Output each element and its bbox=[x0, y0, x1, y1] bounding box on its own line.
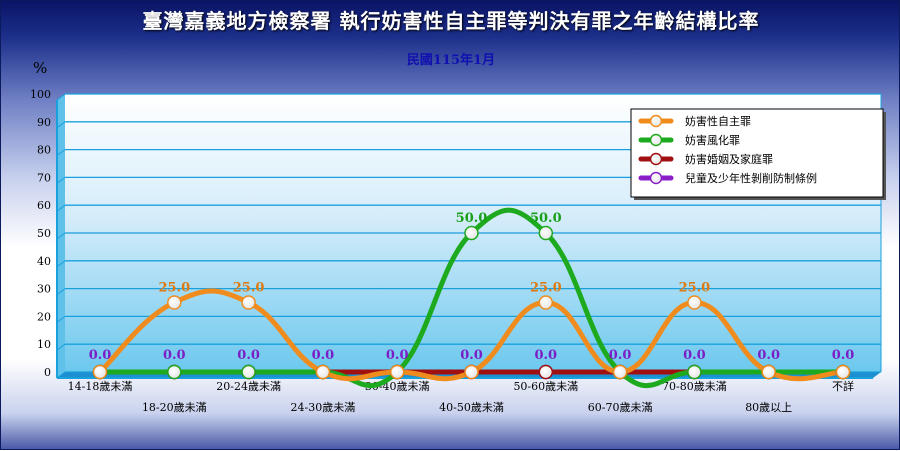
y-tick-label: 20 bbox=[37, 310, 51, 323]
data-point bbox=[835, 364, 851, 380]
data-label: 0.0 bbox=[534, 348, 557, 363]
x-tick-label: 60-70歲未滿 bbox=[588, 400, 653, 414]
legend-entry-label: 妨害性自主罪 bbox=[685, 114, 751, 128]
data-point bbox=[687, 364, 702, 380]
gridline-side bbox=[56, 93, 66, 101]
data-label: 0.0 bbox=[386, 348, 409, 363]
y-tick-label: 100 bbox=[30, 88, 51, 101]
data-point bbox=[315, 364, 331, 380]
data-label: 25.0 bbox=[233, 281, 265, 296]
y-tick-label: 10 bbox=[37, 338, 51, 351]
x-tick-label: 18-20歲未滿 bbox=[142, 400, 207, 414]
gridline-side bbox=[56, 176, 66, 184]
legend-swatch-marker bbox=[649, 114, 663, 128]
x-tick-label: 80歲以上 bbox=[745, 400, 792, 414]
data-point bbox=[538, 295, 554, 310]
x-tick-label: 20-24歲未滿 bbox=[216, 379, 281, 393]
x-tick-label: 40-50歲未滿 bbox=[439, 400, 504, 414]
data-label: 0.0 bbox=[312, 348, 335, 363]
x-tick-label: 14-18歲未滿 bbox=[68, 379, 133, 393]
legend-swatch-marker bbox=[649, 171, 663, 185]
data-label: 50.0 bbox=[456, 211, 488, 226]
gridline-side bbox=[56, 260, 66, 268]
gridline-side bbox=[56, 149, 66, 157]
data-label: 0.0 bbox=[609, 348, 632, 363]
data-point bbox=[241, 364, 256, 380]
legend-box bbox=[630, 108, 884, 198]
data-point bbox=[538, 225, 554, 241]
data-label: 50.0 bbox=[530, 211, 562, 226]
data-point bbox=[761, 364, 776, 380]
y-tick-label: 80 bbox=[37, 144, 51, 157]
data-label: 25.0 bbox=[530, 281, 562, 296]
gridline-side bbox=[56, 232, 66, 240]
data-point bbox=[167, 295, 182, 310]
data-point bbox=[538, 364, 554, 380]
x-tick-label: 70-80歲未滿 bbox=[662, 379, 727, 393]
data-point bbox=[241, 295, 256, 310]
legend-swatch-marker bbox=[649, 133, 663, 147]
gridline-side bbox=[56, 288, 66, 296]
data-point bbox=[464, 225, 479, 241]
legend-entry-label: 兒童及少年性剝削防制條例 bbox=[685, 171, 817, 185]
y-tick-label: 30 bbox=[37, 283, 51, 296]
data-label: 0.0 bbox=[163, 348, 186, 363]
data-label: 25.0 bbox=[679, 281, 711, 296]
data-label: 0.0 bbox=[460, 348, 483, 363]
y-tick-label: 70 bbox=[37, 171, 51, 184]
data-label: 25.0 bbox=[158, 281, 190, 296]
chart-title: 臺灣嘉義地方檢察署 執行妨害性自主罪等判決有罪之年齡結構比率 bbox=[142, 9, 760, 33]
data-label: 0.0 bbox=[683, 348, 706, 363]
series-line-0 bbox=[97, 288, 846, 382]
data-point bbox=[92, 364, 108, 380]
x-tick-label: 不詳 bbox=[832, 379, 854, 393]
gridline-side bbox=[56, 343, 66, 351]
gridline-side bbox=[56, 204, 66, 212]
y-tick-label: 90 bbox=[37, 116, 51, 129]
data-label: 0.0 bbox=[237, 348, 260, 363]
data-point bbox=[464, 364, 479, 380]
x-tick-label: 50-60歲未滿 bbox=[513, 379, 578, 393]
legend-swatch-marker bbox=[649, 152, 663, 166]
data-point bbox=[167, 364, 182, 380]
y-tick-label: 40 bbox=[37, 255, 51, 268]
legend-entry-label: 妨害婚姻及家庭罪 bbox=[685, 152, 773, 166]
data-point bbox=[612, 364, 628, 380]
data-point bbox=[389, 364, 405, 380]
x-tick-label: 24-30歲未滿 bbox=[291, 400, 356, 414]
gridline-side bbox=[56, 315, 66, 323]
y-tick-label: 50 bbox=[37, 227, 51, 240]
legend-entry-label: 妨害風化罪 bbox=[685, 133, 740, 147]
data-label: 0.0 bbox=[832, 348, 855, 363]
y-tick-label: 0 bbox=[44, 366, 51, 379]
data-point bbox=[687, 295, 702, 310]
gridline-side bbox=[56, 121, 66, 129]
data-label: 0.0 bbox=[757, 348, 780, 363]
data-label: 0.0 bbox=[89, 348, 112, 363]
y-axis-unit: % bbox=[33, 59, 48, 77]
y-tick-label: 60 bbox=[37, 199, 51, 212]
chart-subtitle: 民國115年1月 bbox=[406, 53, 496, 68]
